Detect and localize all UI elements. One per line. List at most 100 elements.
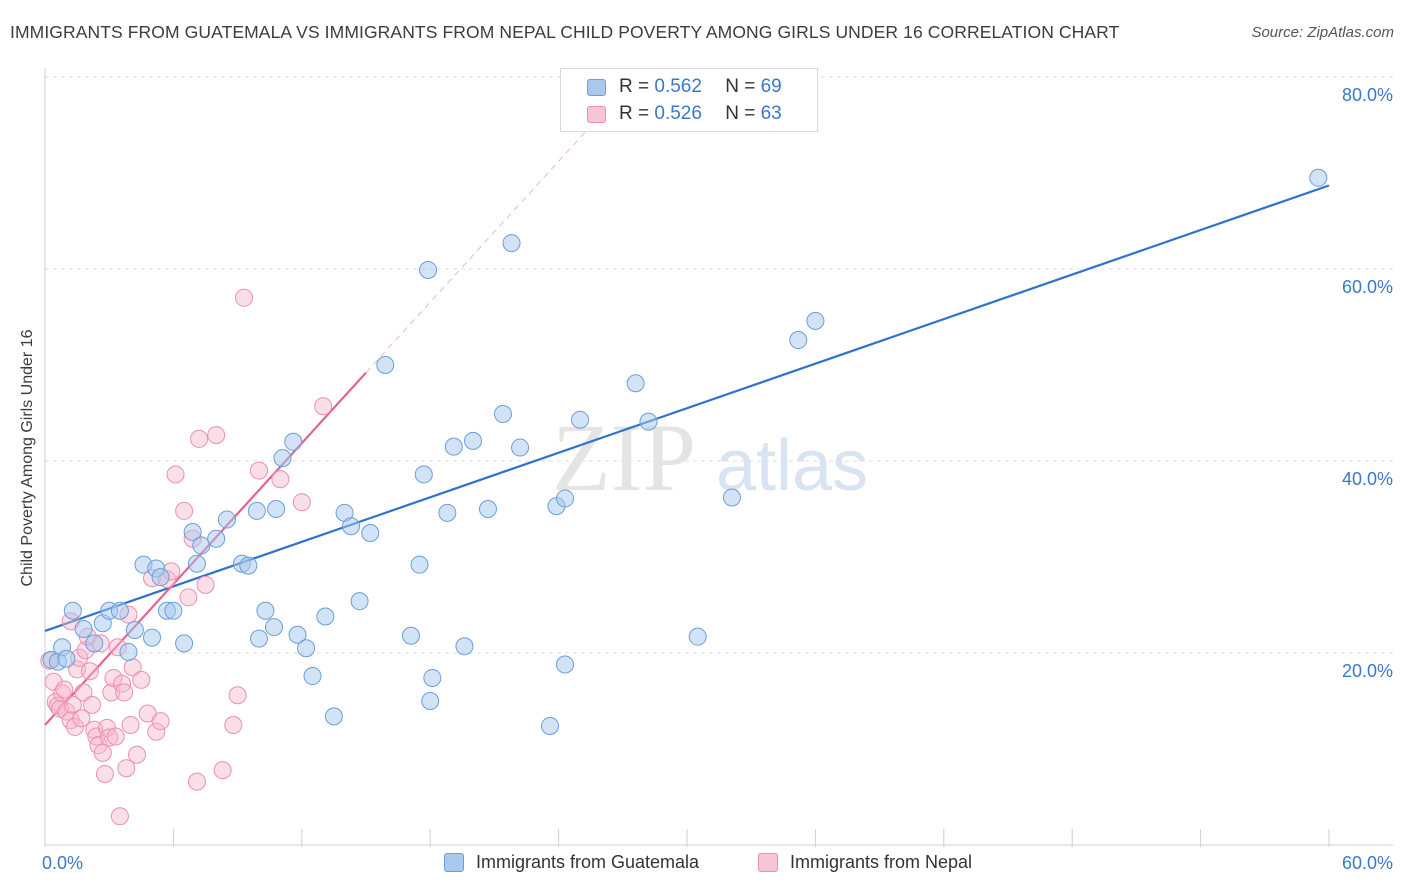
nepal-point: [57, 702, 76, 721]
guatemala-point: [192, 536, 211, 555]
legend-r-value: 0.526: [654, 103, 702, 124]
nepal-point: [106, 727, 125, 746]
guatemala-point: [376, 356, 395, 374]
x-tick-label: 0.0%: [42, 853, 83, 873]
legend-swatch-guatemala: [587, 79, 606, 96]
guatemala-point: [264, 618, 283, 637]
guatemala-point: [125, 620, 144, 639]
guatemala-point: [183, 523, 202, 542]
nepal-point: [147, 722, 166, 741]
guatemala-point: [324, 707, 343, 726]
y-tick-label: 60.0%: [1342, 277, 1393, 297]
nepal-point: [179, 588, 198, 607]
guatemala-point: [571, 410, 589, 429]
nepal-point: [83, 695, 102, 714]
nepal-point: [115, 683, 134, 702]
bottom-legend-swatch-nepal: [758, 853, 778, 872]
nepal-point: [100, 728, 119, 747]
nepal-point: [187, 772, 206, 791]
guatemala-point: [455, 637, 474, 656]
guatemala-point: [284, 432, 303, 451]
guatemala-point: [419, 260, 438, 279]
correlation-legend: R = 0.562 N = 69 R = 0.526 N = 63: [560, 68, 818, 132]
y-tick-label: 20.0%: [1342, 661, 1393, 681]
legend-n-value: 63: [760, 103, 782, 124]
nepal-point: [80, 662, 99, 681]
nepal-point: [213, 761, 232, 780]
guatemala-point: [85, 634, 104, 653]
guatemala-point: [151, 568, 170, 587]
y-tick-label: 80.0%: [1342, 85, 1393, 105]
nepal-point: [207, 426, 226, 445]
guatemala-point: [493, 404, 512, 423]
guatemala-point: [273, 449, 292, 468]
bottom-legend-guatemala: Immigrants from Guatemala: [476, 852, 700, 872]
nepal-point: [121, 716, 140, 734]
guatemala-point: [438, 503, 457, 522]
guatemala-point: [119, 643, 138, 662]
guatemala-point: [187, 554, 206, 573]
guatemala-point: [626, 374, 645, 393]
nepal-point: [235, 288, 254, 307]
guatemala-point: [297, 639, 316, 658]
nepal-point: [63, 695, 82, 714]
nepal-point: [166, 465, 185, 484]
nepal-point: [224, 716, 243, 734]
nepal-point: [196, 575, 215, 594]
nepal-point: [314, 397, 333, 416]
guatemala-point: [207, 529, 226, 548]
legend-r-label: R =: [619, 76, 655, 97]
guatemala-point: [250, 629, 268, 648]
guatemala-point: [410, 555, 429, 574]
nepal-point: [292, 493, 311, 512]
axes: [44, 68, 1393, 847]
nepal-point: [95, 764, 114, 783]
chart-title: IMMIGRANTS FROM GUATEMALA VS IMMIGRANTS …: [10, 22, 1120, 42]
chart-source: Source: ZipAtlas.com: [1251, 24, 1394, 41]
nepal-point: [250, 461, 268, 480]
nepal-point: [110, 807, 129, 826]
guatemala-point: [110, 601, 129, 620]
nepal-point: [190, 429, 209, 448]
guatemala-point: [247, 501, 266, 520]
nepal-point: [117, 759, 136, 778]
guatemala-point: [444, 437, 463, 456]
legend-row-nepal: R = 0.526 N = 63: [587, 103, 782, 125]
legend-r-label: R =: [619, 103, 655, 124]
guatemala-point: [639, 412, 658, 431]
nepal-point: [175, 501, 194, 520]
guatemala-point: [556, 655, 575, 674]
guatemala-point: [806, 311, 825, 330]
guatemala-point: [175, 634, 194, 653]
watermark-atlas: atlas: [716, 426, 868, 506]
nepal-point: [128, 745, 147, 764]
bottom-legend-swatch-guatemala: [444, 853, 464, 872]
guatemala-point: [217, 510, 236, 529]
nepal-point: [74, 683, 93, 702]
legend-n-value: 69: [760, 76, 782, 97]
bottom-legend-nepal: Immigrants from Nepal: [790, 852, 973, 872]
guatemala-point: [556, 489, 575, 508]
guatemala-point: [74, 620, 93, 638]
nepal-point: [132, 670, 151, 689]
nepal-point: [151, 712, 170, 731]
guatemala-point: [239, 556, 258, 575]
data-points: [40, 168, 1328, 826]
guatemala-point: [57, 649, 76, 668]
guatemala-point: [478, 500, 497, 518]
nepal-point: [271, 470, 290, 489]
nepal-point: [72, 709, 91, 728]
legend-n-label: N =: [725, 103, 761, 124]
guatemala-point: [361, 524, 380, 542]
nepal-point: [55, 680, 74, 699]
guatemala-point: [789, 331, 808, 350]
guatemala-point: [722, 488, 741, 507]
guatemala-point: [256, 601, 275, 620]
tick-labels: 20.0% 40.0% 60.0% 80.0% 0.0% 60.0%: [42, 85, 1393, 873]
guatemala-point: [511, 438, 530, 457]
guatemala-point: [288, 625, 307, 644]
guatemala-point: [143, 628, 161, 647]
guatemala-point: [350, 592, 369, 611]
guatemala-point: [502, 234, 521, 253]
